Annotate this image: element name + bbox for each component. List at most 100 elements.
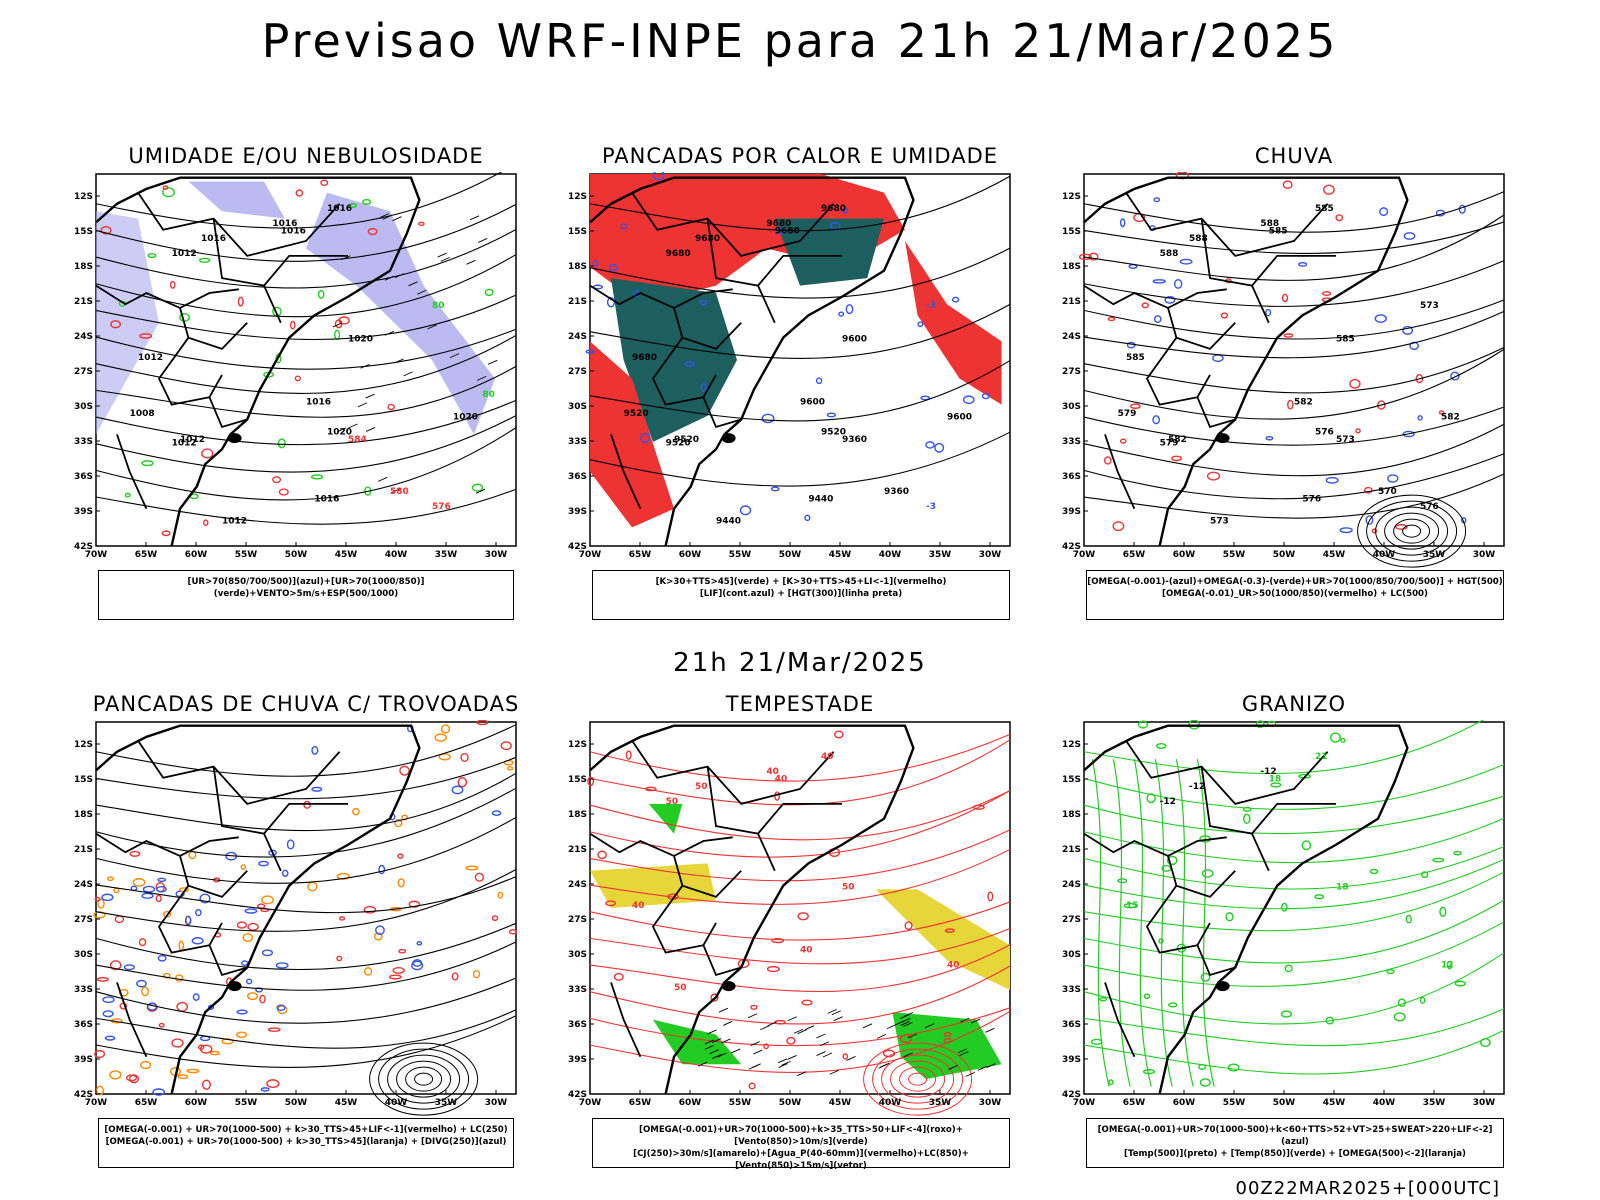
isoline [1083,763,1505,810]
contour-label: 9520 [624,409,649,419]
precip-cell [236,1031,248,1038]
precip-cell [157,954,167,962]
lon-tick-label: 35W [929,1098,952,1108]
precip-cell [841,207,849,214]
wind-arrow [822,1052,833,1058]
precip-cell [1355,428,1361,434]
panel-title: PANCADAS DE CHUVA C/ TROVOADAS [92,692,520,716]
lon-tick-label: 65W [1123,1098,1146,1108]
precip-cell [295,189,304,197]
contour-label: 1012 [180,435,205,445]
wind-arrow [382,214,392,220]
precip-cell [1146,793,1156,804]
isoline-low-center [1375,506,1449,556]
contour-label: 584 [348,435,367,445]
contour-label: 40 [632,901,645,911]
legend-granizo: [OMEGA(-0.001)+UR>70(1000-500)+k<60+TTS>… [1086,1118,1504,1168]
precip-cell [1340,737,1346,744]
contour-label: 80 [432,301,445,311]
precip-cell [320,179,329,187]
lon-tick-label: 55W [1223,550,1246,560]
lat-tick-label: 21S [568,845,587,855]
contour-label: 9680 [666,249,691,259]
precip-cell [126,1074,138,1082]
isoline [95,756,517,800]
contour-labels: 1016101610121016101610201012102010161012… [130,204,495,526]
lon-tick-label: 65W [135,550,158,560]
wind-arrow [778,1063,788,1068]
precip-cell [842,1053,849,1060]
contour-label: 588 [1260,219,1279,229]
wind-arrow [357,402,368,408]
precip-cell [1141,302,1149,309]
precip-cells [93,720,518,1096]
country-border [137,192,341,257]
wind-arrow [478,237,488,243]
lon-tick-label: 65W [629,550,652,560]
precip-cell [195,908,202,917]
lat-tick-label: 15S [1062,775,1081,785]
wind-arrow [379,213,390,219]
isoline [1083,299,1505,340]
precip-cell [1393,1012,1406,1022]
contour-label: 1016 [281,227,306,237]
wind-arrow [948,1065,958,1070]
legend-line: [K>30+TTS>45](verde) + [K>30+TTS>45+LI<-… [655,577,947,587]
precip-cell [1395,524,1408,530]
country-border [116,434,148,510]
country-border [1200,766,1336,835]
contour-label: 579 [1118,409,1137,419]
precip-cell [770,486,780,492]
precip-cell [434,733,447,742]
legend-line: [LIF](cont.azul) + [HGT(300)](linha pret… [699,589,903,599]
isoline-low-center [863,1042,973,1116]
precip-cell [748,1082,756,1090]
wind-arrow [475,488,486,494]
wind-arrow [880,1062,890,1068]
contour-label: 585 [1315,204,1334,214]
contour-label: 582 [1441,413,1460,423]
precip-cell [1153,315,1162,324]
precip-cell [1142,1069,1156,1075]
shaded-instability-red [590,341,674,528]
contour-label: 576 [1315,427,1334,437]
contour-labels: 5885885885855855855855825825825795795765… [1118,204,1460,526]
precip-cell [158,1022,165,1028]
contour-label: 582 [1294,398,1313,408]
country-border [706,766,842,835]
wind-arrow [707,1029,717,1035]
legend-line: [CJ(250)>30m/s](amarelo)+[Agua_P(40-60mm… [633,1149,969,1171]
country-border [1145,337,1211,406]
lat-tick-label: 36S [568,472,587,482]
precip-cell [338,316,350,325]
lat-tick-label: 36S [1062,472,1081,482]
precip-cell [1323,184,1335,195]
precip-cell [367,227,378,236]
main-title: Previsao WRF-INPE para 21h 21/Mar/2025 [261,14,1339,68]
precip-cell [203,519,209,526]
legend-line: [UR>70(850/700/500)](azul)+[UR>70(1000/8… [187,577,425,599]
temp-isoline [1196,759,1215,1087]
precip-cell [471,483,484,492]
lon-tick-label: 40W [879,550,902,560]
lon-tick-label: 40W [1373,550,1396,560]
panel-title: UMIDADE E/OU NEBULOSIDADE [128,144,484,168]
precip-cell [1123,903,1137,909]
country-border [137,740,341,805]
map-tempestade: 5040504040504040405012S15S18S21S24S27S30… [568,721,1011,1116]
temp-isoline [1175,759,1194,1087]
lat-tick-label: 42S [1062,542,1081,552]
precip-cells [587,730,994,1090]
isoline [95,977,517,1024]
precip-cell [245,978,253,985]
country-border [116,982,148,1058]
isoline [95,1015,517,1068]
isoline [589,965,1011,1025]
wind-arrow [704,1044,715,1050]
contour-label: 579 [1160,439,1179,449]
precip-cell [1112,521,1125,532]
contour-label: 576 [432,502,451,512]
precip-cell [1339,527,1353,534]
precip-cell [281,869,289,877]
legend-trovoadas: [OMEGA(-0.001) + UR>70(1000-500) + k>30_… [98,1118,514,1168]
